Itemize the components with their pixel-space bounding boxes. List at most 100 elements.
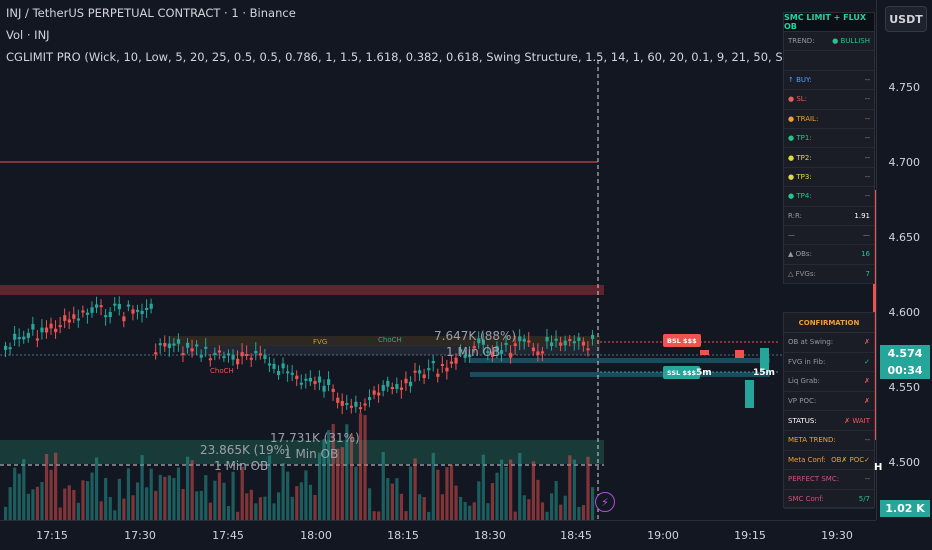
volume-bar (17, 473, 21, 520)
smc-table-row: ↑ BUY: -- (784, 71, 874, 91)
candle-body (295, 375, 299, 380)
volume-bar (477, 481, 481, 520)
smc-table-row-label: TREND: (788, 37, 815, 46)
symbol-title[interactable]: INJ / TetherUS PERPETUAL CONTRACT · 1 · … (6, 6, 296, 20)
smc-status-table: SMC LIMIT + FLUX OB TREND: ● BULLISH ↑ BUY… (783, 12, 875, 285)
candle-body (99, 305, 103, 308)
candle-body (4, 345, 8, 350)
volume-bar (35, 486, 40, 520)
conf-table-row: Liq Grab: ✗ (784, 372, 874, 392)
volume-bar (254, 503, 258, 520)
candle-body (760, 348, 769, 370)
volume-bar (331, 424, 335, 520)
cglimit-indicator-label[interactable]: CGLIMIT PRO (Wick, 10, Low, 5, 20, 25, 0… (6, 50, 786, 64)
volume-bar (504, 466, 508, 520)
candle-body (495, 345, 499, 352)
candle-body (395, 384, 399, 389)
candle-body (44, 327, 49, 333)
volume-bar (281, 462, 285, 520)
volume-bar (481, 454, 485, 520)
volume-bar (113, 510, 117, 520)
volume-bar (13, 467, 17, 520)
smc-table-row-value: -- (864, 75, 870, 84)
candle-body (135, 309, 140, 312)
time-tick-label: 17:15 (36, 529, 68, 542)
candle-body (145, 307, 149, 310)
candle-body (81, 310, 85, 313)
smc-table-row: ● TRAIL: -- (784, 110, 874, 129)
chart-area[interactable]: INJ / TetherUS PERPETUAL CONTRACT · 1 · … (0, 0, 876, 520)
volume-bar (509, 459, 513, 520)
time-axis[interactable]: 17:15 17:30 17:45 18:00 18:15 18:30 18:45 19:00… (0, 520, 876, 550)
volume-bar (550, 493, 554, 520)
volume-bar (263, 496, 267, 520)
candle-body (299, 382, 303, 385)
conf-table-row-value: 5/7 (858, 495, 870, 504)
volume-bar (104, 477, 108, 520)
volume-bar (258, 497, 262, 520)
volume-bar (386, 478, 390, 520)
candle-body (172, 343, 176, 346)
volume-bar (372, 511, 376, 520)
smc-table-row-value: -- (864, 134, 870, 143)
volume-bar (363, 415, 367, 520)
volume-bar (440, 494, 444, 520)
candle-body (108, 312, 112, 317)
volume-bar (590, 487, 595, 520)
volume-bar (436, 469, 440, 520)
lightning-icon[interactable]: ⚡ (595, 492, 615, 512)
smc-table-row-label: — (788, 231, 795, 240)
conf-table-row-label: STATUS: (788, 416, 817, 425)
candle-body (499, 350, 504, 354)
candle-body (358, 407, 363, 410)
conf-table-row-value: ✓ (864, 357, 870, 366)
price-tick-label: 4.700 (888, 156, 921, 169)
conf-table-row-value: ✗ WAIT (844, 416, 870, 425)
candle-body (454, 357, 458, 364)
fvg-zone-2 (470, 372, 770, 377)
volume-bar (522, 495, 526, 520)
candle-body (381, 385, 385, 391)
candle-body (95, 304, 99, 308)
price-axis[interactable]: 4.750 4.700 4.650 4.600 4.550 4.500 (876, 0, 932, 520)
candle-body (550, 342, 554, 347)
volume-bar (85, 481, 90, 520)
candle-body (176, 339, 181, 344)
choch-label-red: ChoCH (210, 367, 234, 375)
conf-table-row-value: OB✗ POC✓ (831, 455, 870, 464)
candle-body (586, 348, 590, 351)
volume-bar (445, 467, 449, 520)
candle-body (308, 377, 313, 382)
volume-bar (581, 505, 586, 520)
volume-indicator-label[interactable]: Vol · INJ (6, 28, 50, 42)
volume-bar (518, 452, 522, 520)
candle-body (545, 336, 549, 342)
conf-table-row: Meta Conf: OB✗ POC✓ (784, 451, 874, 471)
candle-body (513, 343, 517, 347)
volume-bar (231, 471, 235, 520)
volume-bar (349, 434, 353, 520)
ob-top-percent-label: 7.647K (88%) (434, 329, 517, 343)
candle-body (117, 303, 121, 310)
volume-bar (390, 483, 394, 520)
candle-body (522, 338, 526, 342)
volume-bar (195, 491, 199, 520)
candle-body (399, 387, 404, 390)
smc-table-row-value: -- (864, 192, 870, 201)
volume-bar (67, 485, 71, 520)
candle-body (459, 349, 463, 352)
timeframe-15m-label: 15m (753, 368, 775, 378)
price-chart[interactable] (0, 0, 876, 520)
candle-body (208, 358, 212, 361)
conf-table-row-label: SMC Conf: (788, 495, 824, 504)
volume-bar (527, 499, 531, 520)
currency-button[interactable]: USDT (885, 6, 927, 32)
candle-body (290, 372, 294, 375)
volume-bar (176, 467, 181, 520)
volume-bar (322, 439, 326, 520)
ob-mid-name-label: 1 Min OB (284, 447, 339, 461)
candle-body (286, 371, 290, 374)
time-tick-label: 18:00 (300, 529, 332, 542)
fvg-label: FVG (313, 338, 328, 346)
smc-table-row-value: -- (864, 114, 870, 123)
